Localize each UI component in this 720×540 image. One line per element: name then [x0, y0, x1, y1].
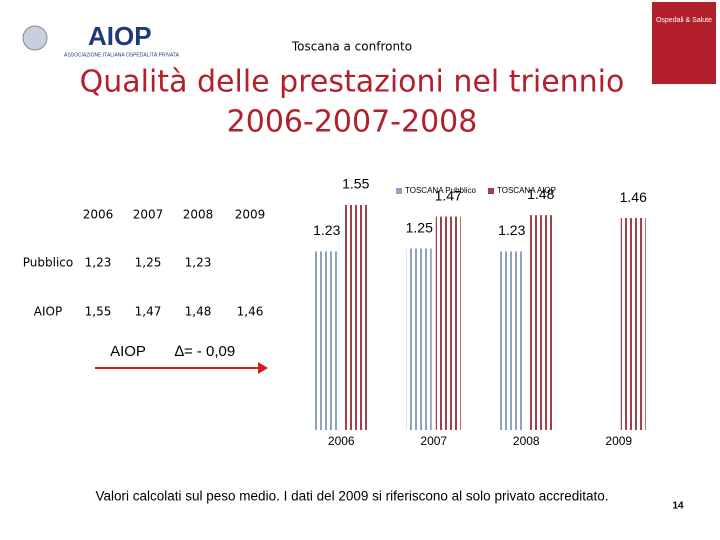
bar [343, 205, 369, 430]
table-header: 2008 [183, 208, 214, 222]
annotation-delta: ∆= - 0,09 [175, 343, 235, 360]
table-cell: 1,23 [85, 256, 112, 270]
legend-swatch [488, 188, 494, 194]
data-label: 1.23 [313, 222, 340, 238]
table-cell: 1,46 [237, 305, 264, 319]
emblem [22, 25, 48, 51]
legend-label: TOSCANA Pubblico [405, 186, 477, 195]
data-label: 1.48 [527, 186, 554, 202]
table-header: 2007 [133, 208, 164, 222]
table-cell: 1,47 [135, 305, 162, 319]
cover [652, 2, 716, 84]
bar [314, 251, 340, 430]
table-cell: 1,55 [85, 305, 112, 319]
logo: AIOP [88, 21, 152, 51]
table-cell: 1,25 [135, 256, 162, 270]
footnote: Valori calcolati sul peso medio. I dati … [95, 489, 608, 504]
title: 2006-2007-2008 [227, 105, 478, 140]
data-label: 1.46 [620, 189, 647, 205]
bar [435, 216, 461, 430]
data-label: 1.25 [406, 219, 433, 235]
x-tick-label: 2006 [328, 434, 355, 448]
page-number: 14 [672, 501, 684, 512]
table-header: 2009 [235, 208, 266, 222]
subtitle: Toscana a confronto [291, 40, 412, 54]
table-cell: 1,23 [185, 256, 212, 270]
table-header: 2006 [83, 208, 114, 222]
bar [528, 215, 554, 430]
x-tick-label: 2008 [513, 434, 540, 448]
data-label: 1.23 [498, 222, 525, 238]
annotation-label: AIOP [110, 343, 146, 360]
legend-label: TOSCANA AIOP [497, 186, 556, 195]
cover-title: Ospedali & Salute [656, 17, 712, 24]
data-label: 1.47 [435, 187, 462, 203]
row-label: Pubblico [23, 256, 73, 270]
bar [620, 218, 646, 430]
bar [499, 251, 525, 430]
bar [406, 248, 432, 430]
row-label: AIOP [34, 305, 62, 319]
logo-subtitle: ASSOCIAZIONE ITALIANA OSPEDALITÀ PRIVATA [64, 51, 180, 58]
title: Qualità delle prestazioni nel triennio [80, 65, 625, 100]
data-label: 1.55 [342, 176, 369, 192]
arrow-head [258, 362, 268, 374]
x-tick-label: 2007 [420, 434, 447, 448]
table-cell: 1,48 [185, 305, 212, 319]
legend-swatch [396, 188, 402, 194]
x-tick-label: 2009 [605, 434, 632, 448]
